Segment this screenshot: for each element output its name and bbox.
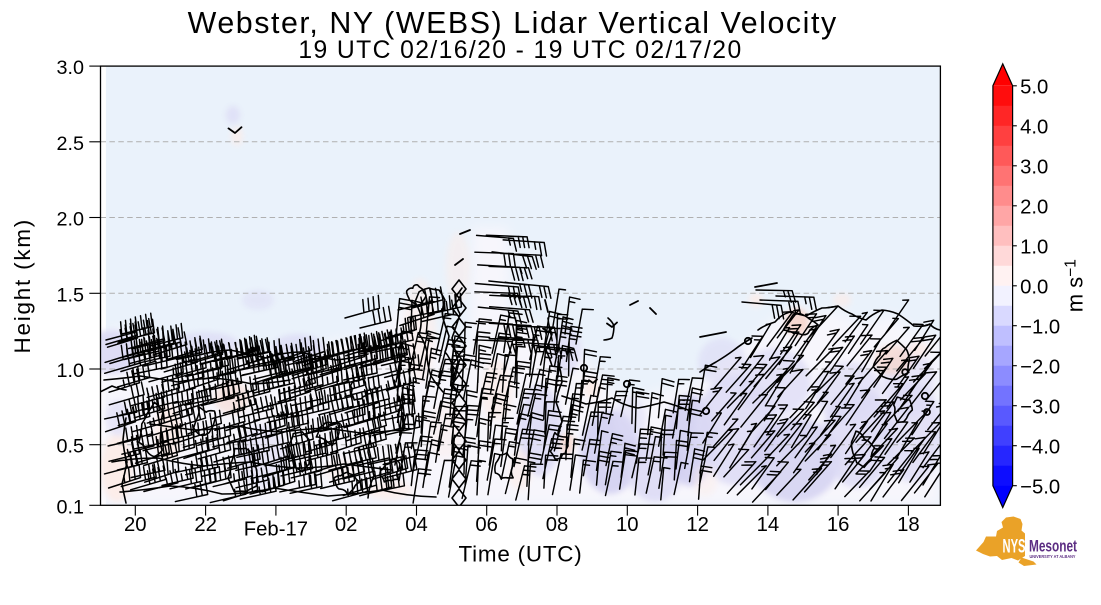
svg-text:−4.0: −4.0 (1020, 436, 1060, 458)
svg-text:3.0: 3.0 (57, 57, 85, 79)
svg-text:10: 10 (616, 514, 639, 536)
svg-text:12: 12 (686, 514, 709, 536)
svg-text:2.0: 2.0 (57, 209, 85, 231)
svg-text:16: 16 (827, 514, 850, 536)
svg-text:0.0: 0.0 (1020, 276, 1048, 298)
svg-text:02: 02 (335, 514, 358, 536)
svg-text:−2.0: −2.0 (1020, 356, 1060, 378)
svg-text:4.0: 4.0 (1020, 116, 1048, 138)
svg-text:22: 22 (194, 514, 217, 536)
svg-text:0.5: 0.5 (57, 436, 85, 458)
svg-text:0.1: 0.1 (57, 496, 85, 518)
svg-text:18: 18 (897, 514, 920, 536)
svg-text:Time (UTC): Time (UTC) (458, 541, 582, 566)
svg-text:Height (km): Height (km) (10, 218, 35, 354)
svg-text:Webster, NY (WEBS) Lidar Verti: Webster, NY (WEBS) Lidar Vertical Veloci… (188, 6, 838, 40)
svg-text:−1.0: −1.0 (1020, 316, 1060, 338)
svg-text:3.0: 3.0 (1020, 156, 1048, 178)
svg-text:NYS: NYS (1003, 537, 1026, 558)
svg-text:5.0: 5.0 (1020, 76, 1048, 98)
svg-text:2.0: 2.0 (1020, 196, 1048, 218)
svg-text:m s−1: m s−1 (1062, 259, 1087, 312)
svg-text:2.5: 2.5 (57, 133, 85, 155)
svg-text:04: 04 (405, 514, 428, 536)
svg-text:1.0: 1.0 (1020, 236, 1048, 258)
svg-text:−3.0: −3.0 (1020, 396, 1060, 418)
svg-text:Mesonet: Mesonet (1029, 538, 1077, 556)
svg-text:08: 08 (546, 514, 569, 536)
svg-text:14: 14 (757, 514, 780, 536)
svg-text:1.5: 1.5 (57, 284, 85, 306)
svg-text:20: 20 (124, 514, 147, 536)
svg-text:06: 06 (475, 514, 498, 536)
svg-text:1.0: 1.0 (57, 360, 85, 382)
svg-text:−5.0: −5.0 (1020, 476, 1060, 498)
svg-text:UNIVERSITY AT ALBANY: UNIVERSITY AT ALBANY (1030, 554, 1076, 559)
svg-text:19 UTC 02/16/20 - 19 UTC 02/17: 19 UTC 02/16/20 - 19 UTC 02/17/20 (298, 37, 742, 64)
svg-text:Feb-17: Feb-17 (244, 519, 308, 541)
